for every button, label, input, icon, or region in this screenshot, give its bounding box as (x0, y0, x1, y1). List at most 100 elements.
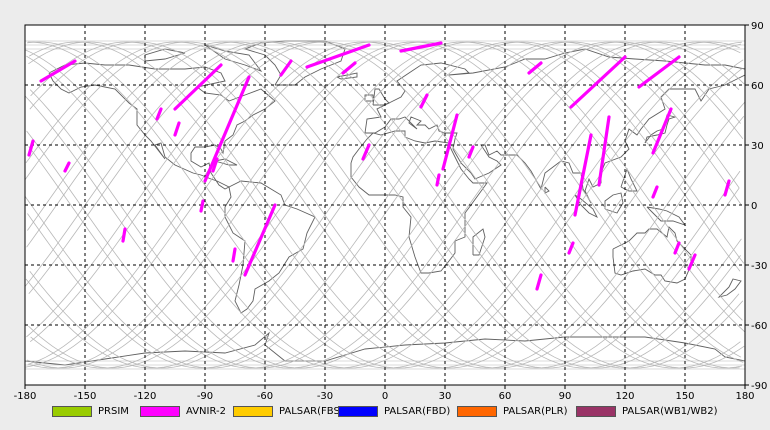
legend-label: PALSAR(FBD) (384, 405, 451, 417)
axis-ticks-layer: -180 -150 -120 -90 -60 -30 0 30 60 90 120 150 180 90 6… (14, 21, 768, 402)
orbit-track (26, 55, 159, 206)
x-tick-label: -120 (134, 391, 157, 400)
orbit-track (26, 41, 604, 369)
x-tick-label: -180 (14, 391, 37, 400)
observation-swath (723, 179, 731, 197)
orbit-track (27, 41, 406, 231)
legend-item-prsim: PRSIM (52, 404, 129, 418)
x-tick-label: -150 (74, 391, 97, 400)
observation-swath (39, 59, 77, 83)
x-tick-label: 120 (615, 391, 634, 400)
orbit-track (25, 41, 357, 206)
legend-item-palsar-fbs: PALSAR(FBS) (233, 404, 344, 418)
legend-swatch-palsar-fbs (233, 405, 273, 417)
y-tick-label: 90 (751, 21, 764, 32)
orbit-track (24, 196, 32, 206)
legend-label: AVNIR-2 (186, 405, 226, 417)
x-tick-label: 180 (735, 391, 754, 400)
sensor-legend: PRSIM AVNIR-2 PALSAR(FBS) PALSAR(FBD) PA… (0, 398, 770, 422)
orbit-track (282, 41, 745, 332)
coastline (24, 331, 746, 366)
observation-swath (651, 185, 659, 199)
y-tick-label: -30 (751, 261, 767, 272)
orbit-track (503, 204, 745, 369)
coastline (717, 278, 742, 298)
orbit-track (26, 41, 580, 369)
y-tick-label: 60 (751, 81, 764, 92)
orbit-track (29, 41, 679, 369)
legend-label: PALSAR(WB1/WB2) (622, 405, 718, 417)
orbit-track (24, 204, 86, 287)
observation-swath (637, 55, 681, 89)
orbit-track (529, 41, 740, 206)
observation-swath (121, 227, 127, 243)
observation-swath (63, 161, 71, 173)
coastline (214, 158, 238, 166)
orbit-track (25, 204, 333, 369)
gridlines-layer (25, 25, 745, 385)
observation-swath (535, 273, 543, 291)
observation-swath (569, 55, 627, 109)
orbit-track (24, 41, 728, 369)
orbit-track (29, 204, 234, 369)
y-tick-label: 30 (751, 141, 764, 152)
coastline (472, 228, 486, 256)
observation-swath (155, 107, 163, 121)
orbit-track (26, 204, 57, 248)
legend-item-avnir2: AVNIR-2 (140, 404, 226, 418)
observation-swath (305, 43, 371, 69)
legend-item-palsar-plr: PALSAR(PLR) (457, 404, 567, 418)
orbit-track (652, 204, 743, 321)
observation-swath (435, 173, 441, 187)
y-tick-label: 0 (751, 201, 757, 212)
orbit-track (134, 41, 741, 369)
orbit-track (80, 41, 741, 369)
observation-swath (419, 93, 429, 109)
legend-item-palsar-wb: PALSAR(WB1/WB2) (576, 404, 718, 418)
x-tick-label: 0 (382, 391, 388, 400)
orbit-track (726, 187, 740, 206)
orbit-track (28, 41, 653, 369)
observation-swath (173, 121, 181, 137)
orbit-track (256, 59, 744, 369)
observation-swath (651, 107, 673, 155)
observation-swath (467, 145, 475, 159)
x-tick-label: -60 (257, 391, 273, 400)
x-tick-label: -90 (197, 391, 213, 400)
orbit-track (29, 41, 258, 206)
observation-swath (27, 139, 35, 157)
observation-swath (199, 199, 205, 213)
orbit-tracks-layer (24, 40, 745, 370)
orbit-track (29, 89, 481, 369)
legend-label: PALSAR(FBS) (279, 405, 344, 417)
observation-swath (399, 41, 443, 53)
orbit-track (355, 170, 741, 369)
observation-swath (567, 241, 575, 255)
orbit-track (454, 204, 744, 369)
observation-swath (597, 115, 611, 187)
observation-swath (243, 203, 277, 277)
coastline (644, 114, 677, 144)
orbit-track (578, 43, 742, 206)
orbit-track (479, 41, 745, 206)
y-tick-label: -60 (751, 321, 767, 332)
orbit-track (602, 204, 742, 358)
orbit-track (331, 41, 741, 272)
observation-swath (279, 59, 293, 77)
x-tick-label: 60 (499, 391, 512, 400)
legend-swatch-palsar-wb (576, 405, 616, 417)
observation-swath (211, 157, 219, 173)
y-tick-label: -90 (751, 381, 767, 392)
x-tick-label: 150 (675, 391, 694, 400)
orbit-track (381, 41, 742, 206)
observation-swath (687, 253, 697, 271)
observation-swath (203, 75, 251, 183)
legend-swatch-prsim (52, 405, 92, 417)
orbit-track (56, 41, 741, 369)
coastline (364, 94, 374, 102)
legend-label: PALSAR(PLR) (503, 405, 568, 417)
orbit-track (24, 95, 110, 206)
coastline (604, 192, 624, 214)
orbit-track (232, 41, 744, 363)
